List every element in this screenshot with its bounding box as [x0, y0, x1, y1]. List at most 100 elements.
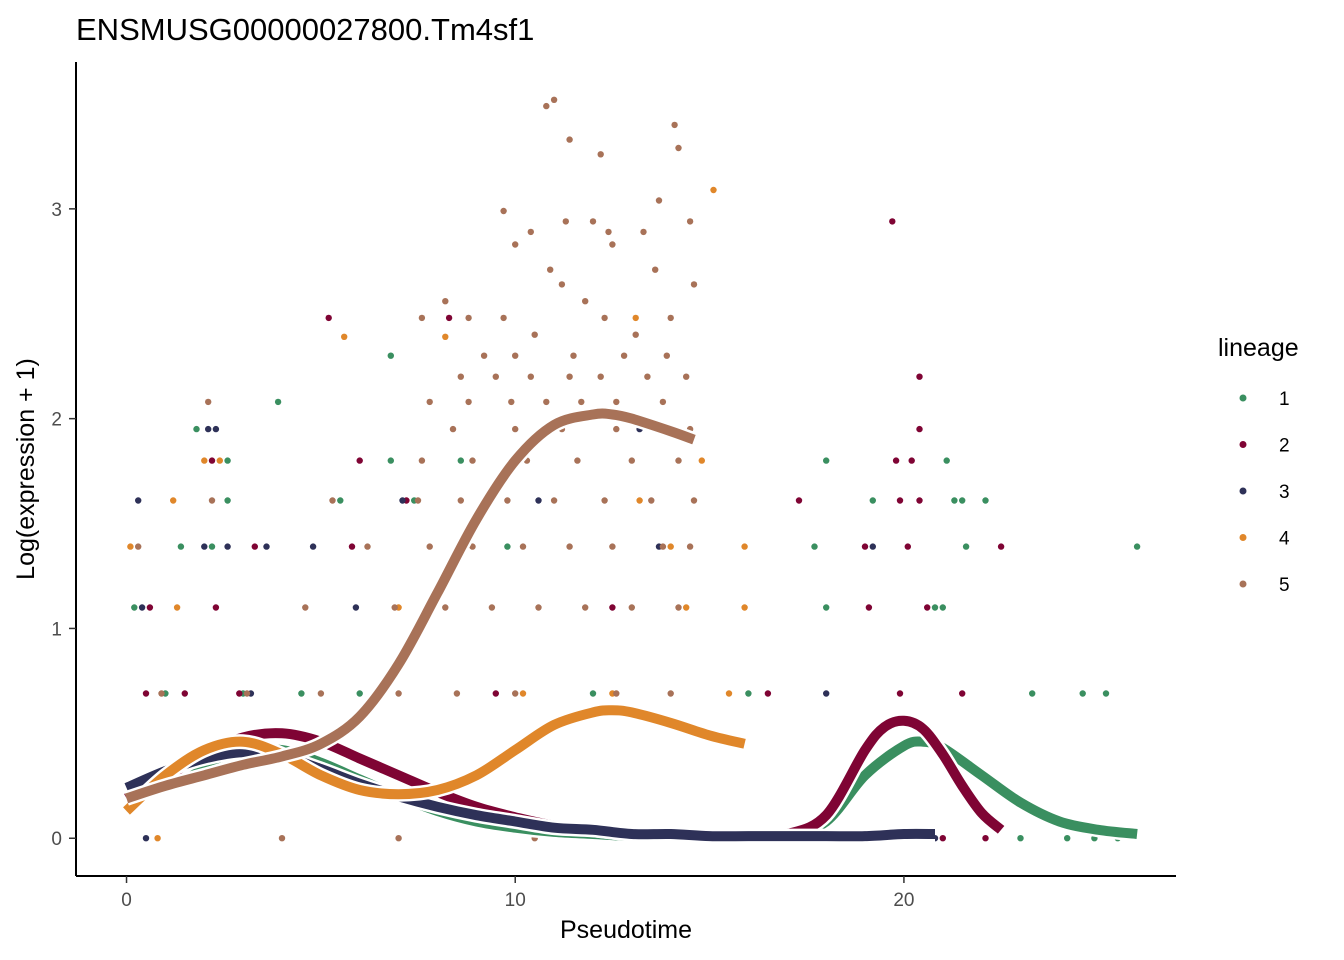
point-lineage-5 — [644, 373, 651, 380]
point-lineage-5 — [686, 218, 694, 225]
point-lineage-1 — [1029, 690, 1036, 697]
point-lineage-5 — [550, 96, 558, 104]
point-lineage-1 — [982, 497, 989, 504]
point-lineage-5 — [527, 373, 534, 380]
point-lineage-5 — [508, 398, 515, 406]
point-lineage-1 — [962, 543, 970, 550]
point-lineage-1 — [1133, 543, 1141, 550]
point-lineage-5 — [613, 398, 620, 406]
legend-title: lineage — [1218, 334, 1299, 362]
legend-key-1 — [1239, 394, 1247, 402]
x-ticks: 0 10 20 — [121, 876, 914, 911]
point-lineage-1 — [745, 690, 752, 697]
point-lineage-4 — [710, 186, 717, 194]
axes: 0 10 20 0 1 2 3 — [51, 62, 1176, 911]
point-lineage-5 — [690, 497, 698, 504]
point-lineage-5 — [547, 266, 554, 273]
point-lineage-5 — [302, 604, 309, 611]
point-lineage-2 — [865, 604, 873, 611]
point-lineage-5 — [317, 690, 325, 697]
point-lineage-5 — [465, 314, 472, 322]
point-lineage-5 — [492, 373, 499, 380]
legend-items: 1 2 3 4 5 — [1239, 389, 1290, 596]
point-lineage-2 — [181, 690, 188, 697]
point-lineage-2 — [908, 457, 915, 464]
point-lineage-1 — [298, 690, 305, 697]
y-tick-label: 0 — [51, 829, 62, 850]
point-lineage-1 — [931, 604, 939, 611]
point-lineage-5 — [469, 457, 476, 464]
point-lineage-5 — [418, 314, 426, 322]
point-lineage-2 — [795, 497, 803, 504]
point-lineage-2 — [356, 457, 363, 464]
x-axis-title: Pseudotime — [560, 916, 692, 944]
point-lineage-2 — [492, 690, 499, 697]
point-lineage-5 — [512, 352, 519, 359]
points-layer — [127, 96, 1141, 842]
point-lineage-3 — [263, 543, 270, 550]
point-lineage-1 — [1064, 835, 1071, 842]
point-lineage-5 — [663, 352, 670, 359]
point-lineage-5 — [667, 314, 674, 322]
x-tick-label: 20 — [893, 890, 914, 911]
point-lineage-5 — [659, 543, 667, 550]
point-lineage-5 — [566, 373, 573, 380]
point-lineage-5 — [208, 497, 216, 504]
point-lineage-1 — [177, 543, 185, 550]
point-lineage-5 — [469, 543, 476, 550]
point-lineage-1 — [943, 457, 950, 464]
point-lineage-2 — [208, 457, 216, 464]
point-lineage-5 — [683, 373, 690, 380]
point-lineage-3 — [869, 543, 876, 550]
plot-area — [121, 96, 1141, 844]
point-lineage-2 — [889, 218, 896, 225]
point-lineage-5 — [512, 425, 519, 433]
legend-key-3 — [1239, 487, 1247, 495]
point-lineage-4 — [216, 457, 223, 464]
legend-label-5: 5 — [1279, 575, 1290, 596]
point-lineage-5 — [512, 241, 519, 248]
point-lineage-5 — [613, 425, 620, 433]
point-lineage-5 — [550, 497, 558, 504]
point-lineage-5 — [531, 331, 538, 338]
point-lineage-5 — [570, 352, 577, 359]
point-lineage-5 — [205, 398, 212, 406]
point-lineage-2 — [916, 373, 923, 380]
point-lineage-5 — [453, 690, 461, 697]
point-lineage-5 — [418, 457, 426, 464]
legend-key-5 — [1239, 580, 1247, 588]
point-lineage-3 — [224, 543, 231, 550]
point-lineage-5 — [613, 690, 620, 697]
point-lineage-5 — [562, 218, 569, 225]
point-lineage-5 — [620, 352, 628, 359]
point-lineage-5 — [414, 497, 422, 504]
point-lineage-3 — [309, 543, 317, 550]
point-lineage-3 — [399, 497, 406, 504]
legend-key-4 — [1239, 534, 1247, 541]
point-lineage-5 — [690, 281, 698, 288]
point-lineage-5 — [364, 543, 371, 550]
curve-lineage-5 — [124, 408, 696, 804]
point-lineage-1 — [224, 497, 231, 504]
point-lineage-5 — [648, 497, 655, 504]
point-lineage-2 — [896, 690, 904, 697]
point-lineage-5 — [535, 604, 542, 611]
point-lineage-2 — [916, 425, 923, 433]
point-lineage-1 — [823, 604, 830, 611]
curves-layer — [121, 406, 1138, 844]
point-lineage-4 — [636, 497, 643, 504]
point-lineage-2 — [896, 497, 904, 504]
point-lineage-5 — [519, 543, 527, 550]
y-ticks: 0 1 2 3 — [51, 200, 76, 850]
point-lineage-2 — [764, 690, 772, 697]
point-lineage-1 — [951, 497, 958, 504]
point-lineage-5 — [609, 241, 616, 248]
point-lineage-5 — [527, 228, 534, 236]
point-lineage-4 — [341, 333, 348, 340]
legend-key-2 — [1239, 441, 1247, 448]
point-lineage-5 — [601, 314, 608, 322]
point-lineage-5 — [512, 690, 519, 697]
point-lineage-5 — [500, 207, 507, 215]
point-lineage-5 — [135, 543, 142, 550]
point-lineage-5 — [426, 543, 433, 550]
